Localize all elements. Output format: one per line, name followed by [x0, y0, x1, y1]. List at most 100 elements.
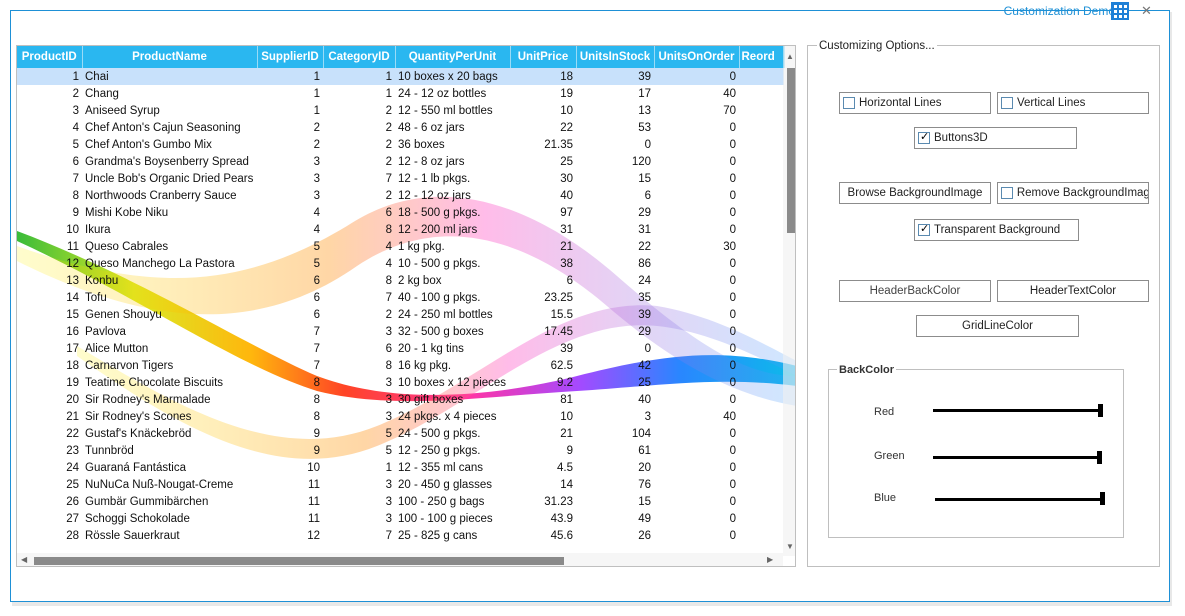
table-cell[interactable]: 97: [560, 206, 573, 219]
table-cell[interactable]: 6: [385, 342, 392, 355]
table-cell[interactable]: [739, 187, 784, 204]
table-cell[interactable]: [739, 459, 784, 476]
table-cell[interactable]: 12: [66, 257, 79, 270]
green-slider-thumb[interactable]: [1097, 451, 1102, 464]
table-cell[interactable]: 9: [313, 444, 320, 457]
table-cell[interactable]: 31: [638, 223, 651, 236]
table-cell[interactable]: 0: [729, 291, 736, 304]
table-cell[interactable]: [739, 493, 784, 510]
table-cell[interactable]: 23.25: [544, 291, 573, 304]
table-cell[interactable]: Carnarvon Tigers: [85, 359, 174, 372]
table-cell[interactable]: Gustaf's Knäckebröd: [85, 427, 192, 440]
table-cell[interactable]: 22: [560, 121, 573, 134]
table-row[interactable]: 15 Genen Shouyu 6 2 24 - 250 ml bottles 15.5 3…: [17, 306, 784, 323]
table-cell[interactable]: 1: [323, 68, 395, 85]
table-cell[interactable]: [739, 136, 784, 153]
table-cell[interactable]: 24 - 12 oz bottles: [398, 87, 487, 100]
table-cell[interactable]: 24: [66, 461, 79, 474]
table-row[interactable]: 7 Uncle Bob's Organic Dried Pears 3 7 12 - 1…: [17, 170, 784, 187]
horizontal-scrollbar[interactable]: ◀ ▶: [17, 553, 783, 566]
table-cell[interactable]: 6: [313, 274, 320, 287]
table-cell[interactable]: 43.9: [550, 512, 573, 525]
horizontal-scroll-thumb[interactable]: [34, 557, 564, 565]
table-cell[interactable]: 1: [257, 68, 323, 85]
table-cell[interactable]: 29: [638, 206, 651, 219]
table-row[interactable]: 18 Carnarvon Tigers 7 8 16 kg pkg. 62.5 42 0: [17, 357, 784, 374]
table-cell[interactable]: 2: [385, 104, 392, 117]
table-cell[interactable]: 19: [66, 376, 79, 389]
table-cell[interactable]: 3: [385, 376, 392, 389]
table-cell[interactable]: 0: [729, 189, 736, 202]
table-row[interactable]: 12 Queso Manchego La Pastora 5 4 10 - 500 g …: [17, 255, 784, 272]
table-cell[interactable]: 3: [385, 512, 392, 525]
table-row[interactable]: 20 Sir Rodney's Marmalade 8 3 30 gift boxes 8…: [17, 391, 784, 408]
table-cell[interactable]: 11: [308, 478, 320, 491]
table-cell[interactable]: [739, 289, 784, 306]
table-cell[interactable]: Teatime Chocolate Biscuits: [85, 376, 224, 389]
table-row[interactable]: 5 Chef Anton's Gumbo Mix 2 2 36 boxes 21.35 0 0: [17, 136, 784, 153]
table-cell[interactable]: 1: [385, 87, 392, 100]
column-header[interactable]: UnitsOnOrder: [654, 46, 740, 68]
table-cell[interactable]: [739, 119, 784, 136]
table-cell[interactable]: 17: [66, 342, 79, 355]
table-cell[interactable]: 8: [385, 359, 392, 372]
table-cell[interactable]: 2: [72, 87, 79, 100]
table-cell[interactable]: 4.5: [557, 461, 573, 474]
table-cell[interactable]: 6: [644, 189, 651, 202]
table-cell[interactable]: [739, 527, 784, 544]
table-cell[interactable]: 12 - 8 oz jars: [398, 155, 465, 168]
table-cell[interactable]: 40 - 100 g pkgs.: [398, 291, 481, 304]
table-cell[interactable]: 100 - 100 g pieces: [398, 512, 493, 525]
scroll-left-icon[interactable]: ◀: [21, 555, 28, 564]
table-cell[interactable]: 0: [729, 427, 736, 440]
table-cell[interactable]: 0: [729, 308, 736, 321]
header-text-color-button[interactable]: HeaderTextColor: [997, 280, 1149, 302]
table-cell[interactable]: 11: [67, 240, 79, 253]
table-row[interactable]: 27 Schoggi Schokolade 11 3 100 - 100 g piece…: [17, 510, 784, 527]
table-cell[interactable]: 10 boxes x 12 pieces: [398, 376, 507, 389]
table-cell[interactable]: 10: [560, 410, 573, 423]
table-cell[interactable]: 0: [729, 206, 736, 219]
table-cell[interactable]: Uncle Bob's Organic Dried Pears: [85, 172, 254, 185]
horizontal-lines-checkbox[interactable]: Horizontal Lines: [839, 92, 991, 114]
table-cell[interactable]: 53: [638, 121, 651, 134]
table-cell[interactable]: 7: [72, 172, 79, 185]
column-header[interactable]: UnitPrice: [510, 46, 577, 68]
table-cell[interactable]: 3: [72, 104, 79, 117]
table-cell[interactable]: 12 - 250 g pkgs.: [398, 444, 481, 457]
buttons3d-checkbox[interactable]: Buttons3D: [914, 127, 1077, 149]
table-cell[interactable]: 0: [729, 257, 736, 270]
table-cell[interactable]: Aniseed Syrup: [85, 104, 160, 117]
table-cell[interactable]: 17: [638, 87, 651, 100]
table-cell[interactable]: Pavlova: [85, 325, 126, 338]
table-row[interactable]: 8 Northwoods Cranberry Sauce 3 2 12 - 12 oz …: [17, 187, 784, 204]
data-grid[interactable]: ProductID ProductName SupplierID CategoryID…: [16, 45, 796, 567]
close-icon[interactable]: ✕: [1141, 3, 1152, 18]
table-cell[interactable]: Chef Anton's Gumbo Mix: [85, 138, 212, 151]
table-cell[interactable]: 0: [729, 393, 736, 406]
table-cell[interactable]: 26: [66, 495, 79, 508]
scroll-right-icon[interactable]: ▶: [767, 555, 774, 564]
table-cell[interactable]: Chai: [82, 68, 257, 85]
table-row[interactable]: 17 Alice Mutton 7 6 20 - 1 kg tins 39 0 0: [17, 340, 784, 357]
table-cell[interactable]: 5: [385, 427, 392, 440]
table-cell[interactable]: 18: [510, 68, 576, 85]
table-cell[interactable]: [739, 476, 784, 493]
table-cell[interactable]: 10: [66, 223, 79, 236]
table-row[interactable]: 1 Chai 1 1 10 boxes x 20 bags 18 39 0: [17, 68, 784, 85]
vertical-scrollbar[interactable]: ▲ ▼: [783, 46, 795, 556]
table-cell[interactable]: 3: [385, 393, 392, 406]
table-cell[interactable]: 4: [385, 257, 392, 270]
table-cell[interactable]: 9: [313, 427, 320, 440]
table-cell[interactable]: 7: [313, 325, 320, 338]
table-cell[interactable]: Konbu: [85, 274, 119, 287]
table-cell[interactable]: 13: [66, 274, 79, 287]
table-cell[interactable]: 20 - 450 g glasses: [398, 478, 492, 491]
table-cell[interactable]: 45.6: [550, 529, 573, 542]
table-cell[interactable]: 24 - 500 g pkgs.: [398, 427, 481, 440]
table-row[interactable]: 4 Chef Anton's Cajun Seasoning 2 2 48 - 6 oz…: [17, 119, 784, 136]
table-cell[interactable]: 25 - 825 g cans: [398, 529, 478, 542]
blue-slider-thumb[interactable]: [1100, 492, 1105, 505]
table-cell[interactable]: 0: [729, 495, 736, 508]
table-cell[interactable]: [739, 340, 784, 357]
